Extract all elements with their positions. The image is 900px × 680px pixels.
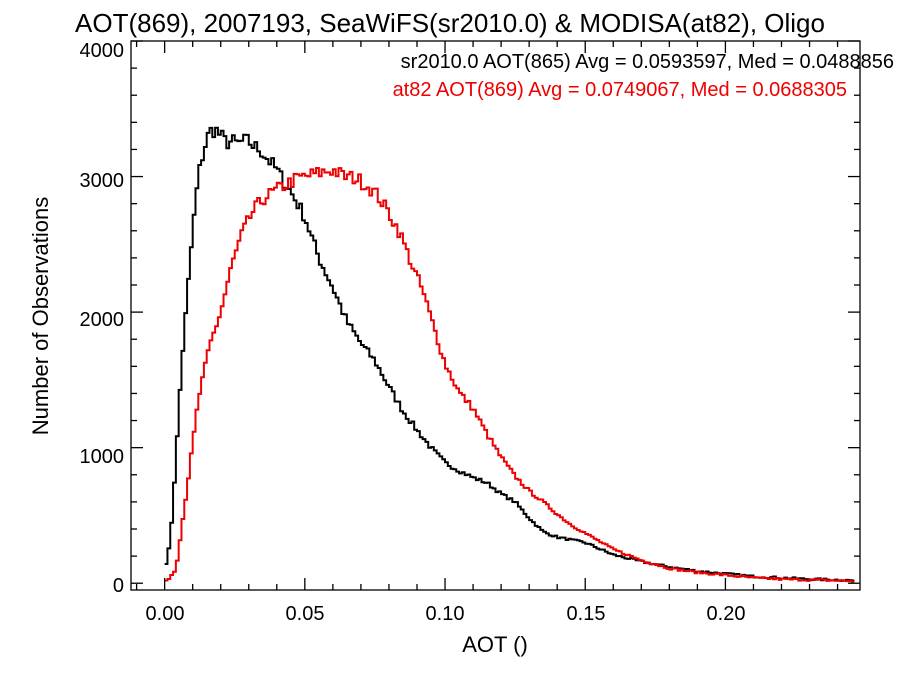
y-tick-label-0: 0 xyxy=(113,575,124,597)
y-axis-label: Number of Observations xyxy=(28,197,53,435)
plot-area xyxy=(130,40,861,591)
legend-entry-at82: at82 AOT(869) Avg = 0.0749067, Med = 0.0… xyxy=(393,79,847,101)
y-tick-labels: 0 1000 2000 3000 4000 xyxy=(80,40,125,597)
x-tick-label-4: 0.20 xyxy=(707,603,746,625)
series-line-sr2010 xyxy=(164,126,855,582)
series-line-at82 xyxy=(164,166,855,583)
y-tick-label-4: 4000 xyxy=(80,40,125,62)
plot-frame xyxy=(130,40,861,591)
x-tick-label-0: 0.00 xyxy=(146,603,185,625)
x-tick-label-1: 0.05 xyxy=(286,603,325,625)
y-tick-label-2: 2000 xyxy=(80,309,125,331)
legend-entry-sr2010: sr2010.0 AOT(865) Avg = 0.0593597, Med =… xyxy=(401,51,894,73)
chart-title: AOT(869), 2007193, SeaWiFS(sr2010.0) & M… xyxy=(75,8,825,38)
x-tick-label-2: 0.10 xyxy=(426,603,465,625)
y-tick-label-1: 1000 xyxy=(80,446,125,468)
x-axis-label: AOT () xyxy=(462,632,528,657)
ticks-layer xyxy=(131,40,860,590)
series-layer xyxy=(164,126,855,583)
x-tick-labels: 0.00 0.05 0.10 0.15 0.20 xyxy=(146,603,746,625)
legend: sr2010.0 AOT(865) Avg = 0.0593597, Med =… xyxy=(393,51,894,101)
y-tick-label-3: 3000 xyxy=(80,170,125,192)
x-tick-label-3: 0.15 xyxy=(567,603,606,625)
